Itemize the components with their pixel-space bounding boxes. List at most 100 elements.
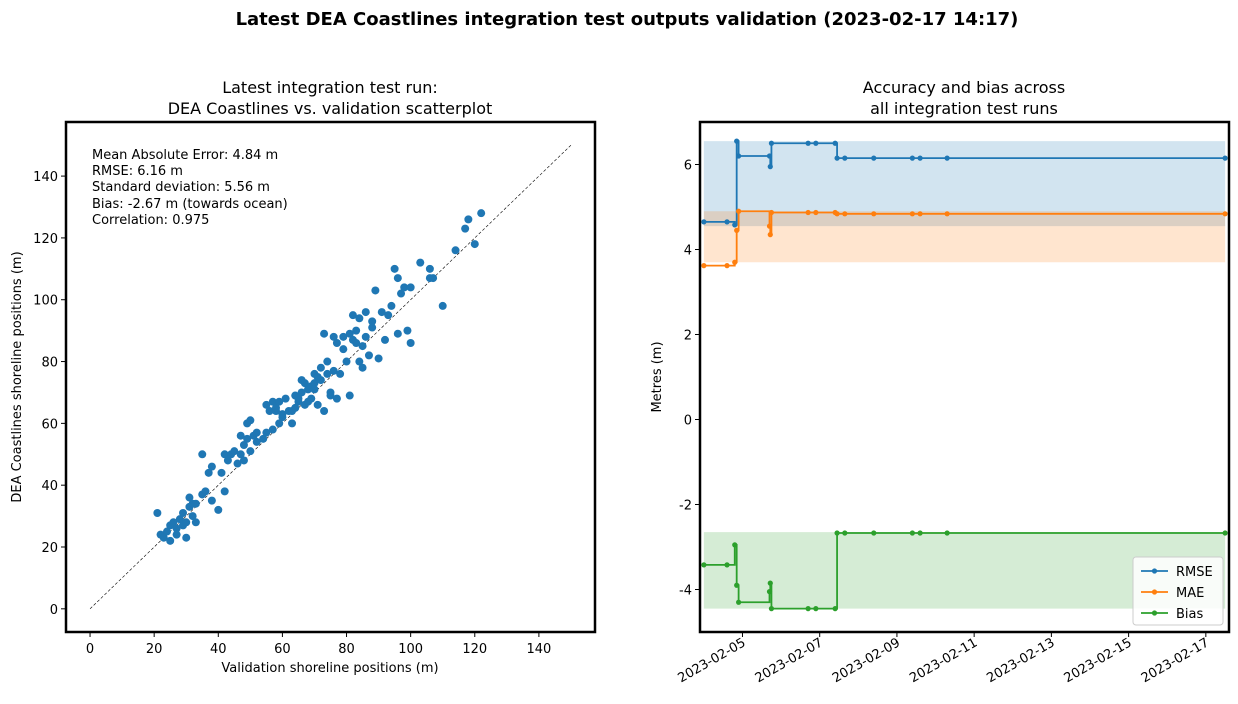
series-point-mae (813, 209, 819, 216)
scatter-point (461, 224, 470, 233)
series-point-bias (834, 530, 840, 536)
scatter-point (342, 357, 351, 366)
series-point-rmse (944, 155, 950, 161)
series-point-bias (842, 530, 848, 536)
series-point-rmse (732, 222, 738, 228)
scatter-point (188, 512, 197, 521)
stat-rmse: RMSE: 6.16 m (92, 164, 183, 179)
series-point-bias (766, 589, 773, 595)
scatter-point (339, 345, 348, 354)
scatter-point (477, 209, 486, 218)
series-point-bias (832, 606, 838, 612)
series-point-rmse (834, 155, 840, 161)
scatter-point (400, 283, 409, 292)
scatter-point (393, 274, 402, 283)
scatter-point (368, 317, 377, 326)
legend-marker-bias (1151, 610, 1158, 616)
scatter-point (204, 468, 213, 477)
scatter-point (371, 286, 380, 295)
date-tick-label: 2023-02-17 (1139, 635, 1212, 686)
y-tick-label: 60 (41, 417, 58, 432)
scatter-point (233, 459, 242, 468)
series-point-bias (871, 530, 877, 536)
series-point-bias (736, 599, 742, 605)
scatter-point (323, 369, 332, 378)
scatter-point (320, 407, 329, 415)
series-point-bias (944, 530, 950, 536)
series-point-bias (917, 530, 923, 536)
scatter-point (172, 530, 181, 539)
scatter-point (329, 366, 338, 375)
series-point-bias (909, 530, 915, 536)
scatter-point (220, 450, 229, 459)
scatter-point (320, 329, 329, 338)
y-tick-label: -2 (679, 499, 692, 514)
scatter-point (464, 215, 473, 224)
series-point-bias (1222, 530, 1228, 536)
series-point-mae (842, 211, 848, 217)
y-tick-label: 20 (41, 541, 58, 556)
line-frame (698, 120, 1231, 634)
series-point-rmse (871, 155, 877, 161)
date-tick-label: 2023-02-05 (676, 635, 749, 686)
scatter-point (355, 357, 364, 366)
scatter-point (236, 450, 245, 459)
x-tick-label: 140 (526, 642, 551, 657)
y-tick-label: 80 (41, 356, 58, 371)
series-point-mae (871, 211, 877, 217)
scatter-point (198, 450, 207, 459)
scatter-point (220, 487, 229, 496)
scatter-point (361, 308, 370, 317)
scatter-point (278, 410, 287, 419)
scatter-point (239, 441, 248, 449)
scatter-point (361, 332, 370, 341)
scatter-point (397, 289, 406, 298)
series-point-rmse (724, 219, 730, 225)
scatter-x-label: Validation shoreline positions (m) (221, 661, 438, 676)
scatter-point (438, 301, 447, 310)
series-point-mae (768, 209, 775, 216)
y-tick-label: 140 (33, 170, 58, 185)
scatter-point (332, 394, 341, 403)
scatter-frame (64, 120, 597, 634)
scatter-title-line1: Latest integration test run: (222, 78, 438, 97)
scatter-point (243, 434, 252, 443)
scatter-point (425, 264, 434, 273)
stat-mae: Mean Absolute Error: 4.84 m (92, 148, 278, 163)
scatter-point (313, 400, 322, 409)
series-point-mae (805, 209, 811, 216)
series-point-mae (767, 232, 773, 238)
y-tick-label: -4 (679, 584, 692, 599)
series-point-mae (834, 211, 840, 217)
series-point-mae (909, 211, 915, 217)
scatter-point (307, 394, 316, 403)
date-tick-label: 2023-02-15 (1062, 635, 1135, 686)
scatter-point (393, 329, 402, 338)
series-point-bias (767, 580, 773, 586)
scatter-point (297, 388, 306, 397)
band-mae (703, 211, 1226, 263)
scatter-point (323, 357, 332, 366)
scatter-point (207, 496, 216, 505)
x-tick-label: 80 (338, 642, 355, 657)
y-tick-label: 2 (684, 329, 692, 344)
scatter-point (403, 326, 412, 335)
scatter-point (345, 329, 354, 338)
y-tick-label: 40 (41, 479, 58, 494)
series-point-bias (732, 542, 738, 548)
legend: RMSE MAE Bias (1132, 556, 1224, 626)
scatter-point (470, 240, 479, 249)
scatter-point (326, 391, 335, 400)
series-point-rmse (917, 155, 923, 161)
scatter-point (268, 397, 277, 406)
line-title-line1: Accuracy and bias across (863, 78, 1065, 97)
y-tick-label: 120 (33, 232, 58, 247)
scatter-panel: Latest integration test run: DEA Coastli… (10, 78, 597, 676)
scatter-point (310, 385, 319, 394)
scatter-point (252, 428, 261, 437)
scatter-point (416, 258, 425, 267)
scatter-point (348, 311, 357, 320)
y-tick-label: 0 (684, 414, 692, 429)
scatter-point (179, 509, 188, 517)
line-series (701, 138, 1228, 612)
